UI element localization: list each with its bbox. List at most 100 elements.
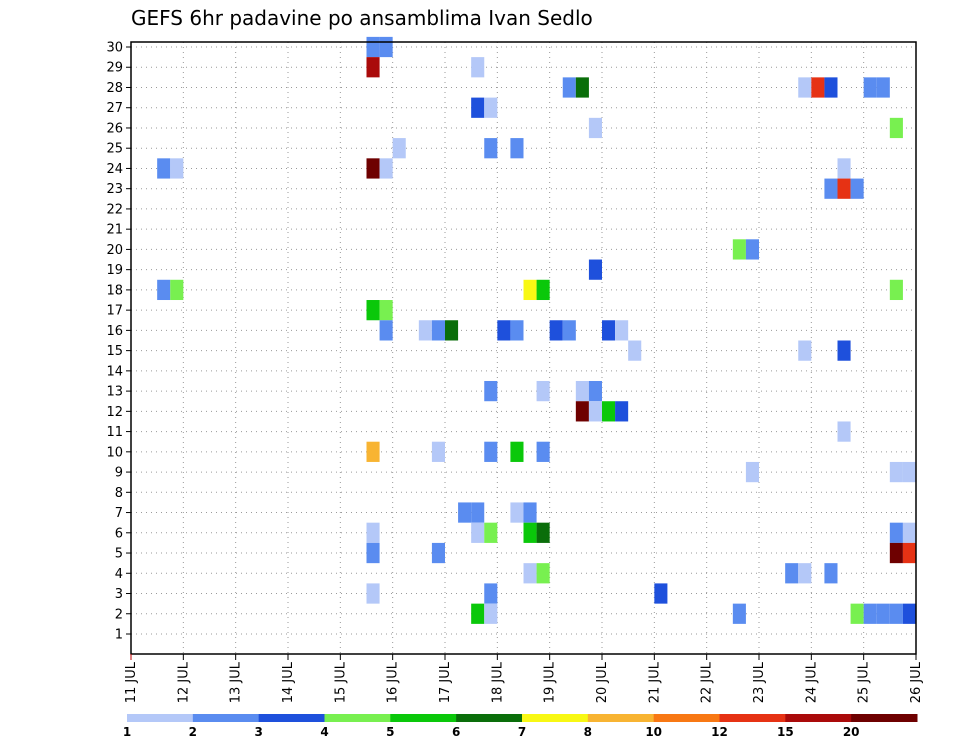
precip-cell [837,178,851,199]
colorbar-segment [719,714,786,722]
colorbar-tick-label: 3 [254,725,262,739]
colorbar-segment [653,714,720,722]
y-tick-label: 29 [106,61,123,76]
colorbar-tick-label: 6 [452,725,460,739]
x-tick-label: 11 JUL [124,661,139,703]
y-tick-label: 23 [106,182,123,197]
precip-cell [902,461,916,483]
precip-cell [366,583,380,604]
y-tick-label: 13 [106,385,123,400]
precip-cell [170,158,184,179]
precip-cell [536,563,550,584]
x-tick-label: 18 JUL [490,661,505,703]
precip-cell [157,279,171,301]
x-axis: 11 JUL 12 JUL 13 JUL 14 JUL 15 JUL 16 JUL 17 J… [124,654,924,703]
x-tick-label: 16 JUL [386,661,401,703]
precip-cell [811,77,825,98]
y-tick-label: 16 [106,324,123,339]
precip-cell [798,77,812,98]
precip-cell [523,522,537,543]
colorbar-segment [851,714,918,722]
precip-cell [837,421,851,442]
precip-cell [379,158,393,179]
precip-cell [837,158,851,179]
y-tick-label: 25 [106,142,123,157]
precip-cell [615,401,629,422]
colorbar-tick-label: 8 [584,725,592,739]
precip-cell [471,603,485,624]
x-tick-label: 13 JUL [229,661,244,703]
precip-cell [366,522,380,543]
precip-cell [745,239,759,260]
precip-cell [615,320,629,341]
precip-cell [366,441,380,462]
precip-cell [471,522,485,543]
y-tick-label: 10 [106,445,123,460]
precip-cell [889,117,903,139]
precip-cell [484,522,498,543]
precip-cell [876,603,890,624]
precip-cell [484,138,498,159]
precip-cell [889,542,903,564]
precip-cell [392,138,406,159]
y-tick-label: 11 [106,425,123,440]
precip-cell [510,502,524,523]
colorbar-segment [192,714,260,722]
colorbar-tick-label: 15 [777,725,794,739]
x-tick-label: 24 JUL [804,661,819,703]
y-tick-label: 5 [115,547,123,562]
colorbar-tick-label: 1 [123,725,131,739]
precip-cell [471,502,485,523]
y-tick-label: 24 [106,162,123,177]
y-tick-label: 27 [106,101,123,116]
precip-cell [484,380,498,402]
y-tick-label: 17 [106,304,123,319]
x-tick-label: 21 JUL [647,661,662,703]
precip-cell [850,603,864,624]
colorbar-tick-label: 7 [518,725,526,739]
precip-cell [366,542,380,564]
precip-cell [785,563,799,584]
precip-cell [523,279,537,301]
precip-cell [484,583,498,604]
y-tick-label: 1 [115,628,123,643]
precip-cell [889,461,903,483]
precip-cell [418,320,432,341]
x-tick-label: 14 JUL [281,661,296,703]
precip-cell [889,603,903,624]
precip-cell [745,461,759,483]
y-tick-label: 20 [106,243,123,258]
colorbar-tick-label: 12 [711,725,728,739]
precip-cell [484,441,498,462]
precip-cell [510,441,524,462]
precip-cell [523,502,537,523]
precip-cell [824,563,838,584]
y-tick-label: 12 [106,405,123,420]
x-tick-label: 19 JUL [543,661,558,703]
precip-cell [798,340,812,361]
precip-cell [484,97,498,118]
precip-cell [850,178,864,199]
colorbar-segment [587,714,655,722]
colorbar-segment [324,714,391,722]
precip-cell [588,259,602,280]
colorbar-tick-label: 2 [189,725,197,739]
precip-cell [575,401,589,422]
colorbar-segment [785,714,852,722]
colorbar-tick-label: 10 [645,725,662,739]
y-tick-label: 18 [106,283,123,298]
precip-cell [837,340,851,361]
x-tick-label: 26 JUL [909,661,924,703]
y-tick-label: 7 [115,506,123,521]
precip-cell [824,77,838,98]
precip-cell [497,320,511,341]
colorbar-segment [390,714,457,722]
precip-cell [798,563,812,584]
colorbar-segment [522,714,589,722]
x-tick-label: 25 JUL [857,661,872,703]
precip-cell [863,603,877,624]
precip-cell [431,542,445,564]
precip-cell [824,178,838,199]
